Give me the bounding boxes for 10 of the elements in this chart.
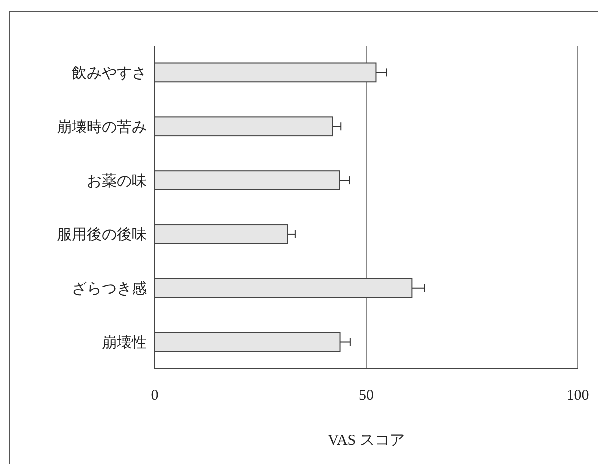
y-tick-label: お薬の味 bbox=[87, 172, 147, 190]
y-tick-label: 崩壊性 bbox=[102, 334, 147, 352]
y-tick-label: 飲みやすさ bbox=[72, 66, 147, 82]
x-tick-label: 0 bbox=[151, 388, 159, 404]
x-tick-label: 100 bbox=[566, 388, 590, 404]
y-tick-label: 服用後の後味 bbox=[57, 226, 147, 244]
x-tick-label: 50 bbox=[359, 388, 374, 404]
y-tick-label: 崩壊時の苦み bbox=[57, 118, 147, 136]
x-axis-title: VAS スコア bbox=[328, 433, 405, 449]
y-tick-label: ざらつき感 bbox=[72, 280, 147, 298]
